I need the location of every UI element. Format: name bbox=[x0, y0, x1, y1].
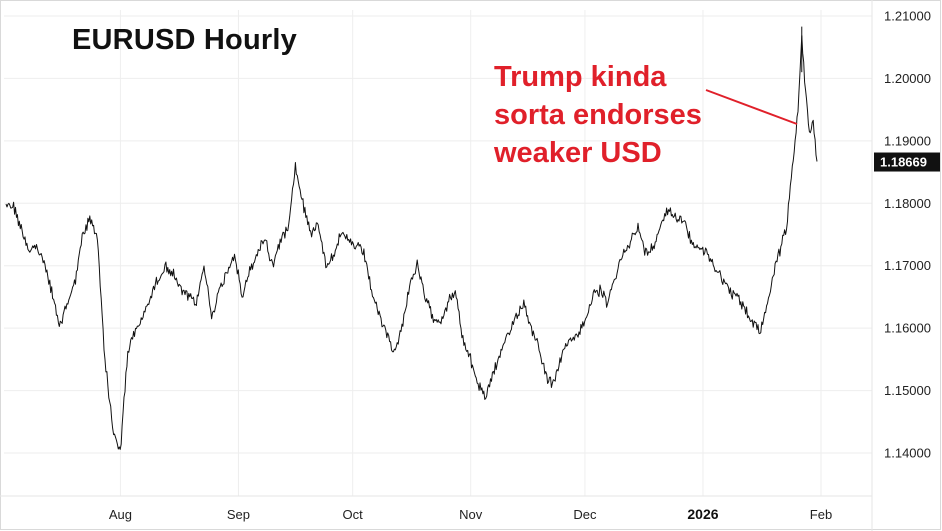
annotation-text: Trump kinda sorta endorses weaker USD bbox=[494, 58, 702, 172]
y-tick-label: 1.16000 bbox=[884, 321, 931, 336]
annotation-line-1: Trump kinda bbox=[494, 61, 667, 93]
price-series-line bbox=[5, 35, 818, 450]
y-tick-label: 1.14000 bbox=[884, 446, 931, 461]
y-tick-label: 1.19000 bbox=[884, 133, 931, 148]
x-tick-label: Dec bbox=[573, 507, 597, 522]
x-tick-label: 2026 bbox=[687, 506, 718, 522]
x-tick-label: Sep bbox=[227, 507, 250, 522]
x-tick-label: Aug bbox=[109, 507, 132, 522]
grid-layer bbox=[0, 0, 873, 531]
chart-title: EURUSD Hourly bbox=[72, 24, 297, 56]
x-tick-label: Oct bbox=[343, 507, 364, 522]
current-price-label: 1.18669 bbox=[880, 155, 927, 170]
x-axis: Aug Sep Oct Nov Dec 2026 Feb bbox=[109, 506, 832, 522]
series-layer bbox=[5, 26, 818, 450]
x-tick-label: Feb bbox=[810, 507, 832, 522]
y-tick-label: 1.15000 bbox=[884, 383, 931, 398]
y-tick-label: 1.18000 bbox=[884, 196, 931, 211]
y-axis: 1.14000 1.15000 1.16000 1.17000 1.18000 1.190… bbox=[874, 9, 940, 461]
y-tick-label: 1.21000 bbox=[884, 9, 931, 24]
annotation-line-2: sorta endorses bbox=[494, 99, 702, 131]
annotation-line-3: weaker USD bbox=[494, 137, 662, 169]
current-price-tag bbox=[874, 152, 940, 172]
y-tick-label: 1.17000 bbox=[884, 258, 931, 273]
annotation-pointer bbox=[705, 89, 798, 125]
y-tick-label: 1.20000 bbox=[884, 71, 931, 86]
annotation-layer bbox=[705, 89, 798, 125]
x-tick-label: Nov bbox=[459, 507, 483, 522]
